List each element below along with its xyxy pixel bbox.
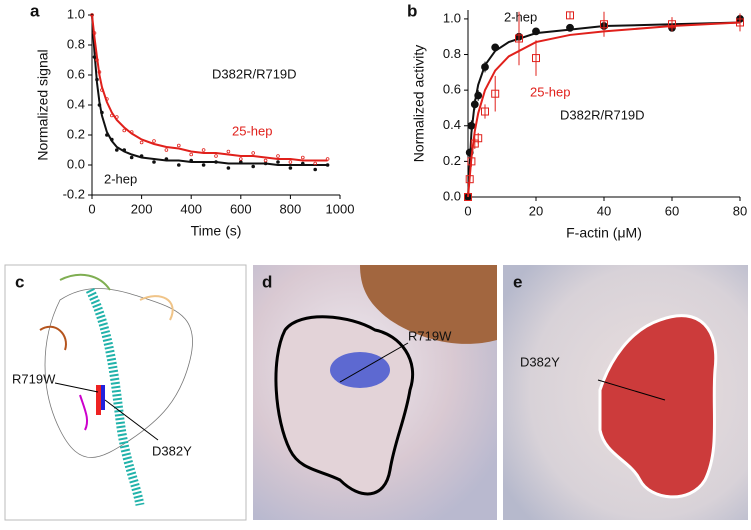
x-tick-label: 400 [180,201,202,216]
marker [201,163,206,167]
annotation: D382Y [152,443,192,458]
marker [276,154,280,158]
pointer [597,379,666,401]
panel-label: d [262,272,272,291]
x-tick-label: 20 [529,203,543,218]
marker [152,139,156,143]
x-tick-label: 1000 [326,201,355,216]
series-label: 2-hep [504,9,537,24]
marker [115,148,119,152]
marker [491,89,500,98]
highlight [101,385,105,410]
panel-label: e [513,272,522,291]
pointer [54,382,99,393]
structure [139,295,174,321]
marker [201,148,206,152]
y-tick-label: 0.0 [67,156,85,171]
y-tick-label: 0.4 [67,96,85,111]
structure [39,325,67,351]
y-tick-label: 0.2 [67,126,85,141]
y-tick-label: 0.0 [443,188,461,203]
surface-outline [598,314,718,499]
y-tick-label: 0.8 [443,46,461,61]
marker [668,20,676,29]
x-tick-label: 40 [597,203,611,218]
annotation: R719W [12,371,56,386]
panel-frame [4,264,247,521]
y-axis-title: Normalized signal [35,49,51,160]
y-tick-label: 0.6 [443,82,461,97]
marker [313,167,318,172]
marker [177,143,181,148]
x-tick-label: 80 [733,203,747,218]
annotation: D382R/R719D [560,107,645,122]
marker [251,164,256,169]
y-tick-label: 0.4 [443,117,461,132]
marker [288,160,293,164]
y-tick-label: 1.0 [443,10,461,25]
marker [239,157,243,161]
panel-label: b [407,1,417,20]
marker [164,148,169,152]
fit-line [467,21,741,198]
structure [44,288,193,458]
fit-line [91,14,328,162]
highlight [96,385,101,415]
marker [226,149,231,154]
x-axis-title: Time (s) [191,223,242,239]
marker [532,54,540,63]
actin [85,287,145,506]
surface [360,265,497,344]
y-tick-label: 0.6 [67,66,85,81]
y-axis-title: Normalized activity [411,45,427,162]
pointer [104,399,159,441]
marker [263,158,268,163]
x-tick-label: 800 [280,201,302,216]
marker [152,160,156,164]
structure [59,273,111,291]
x-axis-title: F-actin (μM) [566,225,642,241]
marker [177,163,181,167]
series-label: 25-hep [530,84,570,99]
marker [226,166,231,170]
structure [79,394,89,431]
fit-line [467,21,741,198]
panel-label: a [30,1,40,20]
marker [129,155,134,160]
marker [189,152,194,157]
pointer [339,342,409,383]
marker [288,166,293,170]
marker [139,140,144,145]
series-label: 2-hep [104,171,137,186]
marker [600,20,608,29]
y-tick-label: -0.2 [63,186,85,201]
marker [566,11,574,20]
marker [300,155,305,160]
x-tick-label: 0 [88,201,95,216]
marker [313,161,318,166]
marker [481,107,489,116]
marker [122,128,127,133]
y-tick-label: 0.2 [443,153,461,168]
panel-label: c [15,272,24,291]
x-tick-label: 600 [230,201,252,216]
marker [251,151,256,155]
y-tick-label: 1.0 [67,6,85,21]
x-tick-label: 200 [131,201,153,216]
marker [515,34,523,43]
annotation: R719W [408,328,452,343]
marker [276,160,280,164]
x-tick-label: 60 [665,203,679,218]
annotation: D382Y [520,354,560,369]
marker [214,154,218,158]
y-tick-label: 0.8 [67,36,85,51]
annotation: D382R/R719D [212,66,297,81]
x-tick-label: 0 [464,203,471,218]
fit-line [91,14,328,166]
series-label: 25-hep [232,123,272,138]
